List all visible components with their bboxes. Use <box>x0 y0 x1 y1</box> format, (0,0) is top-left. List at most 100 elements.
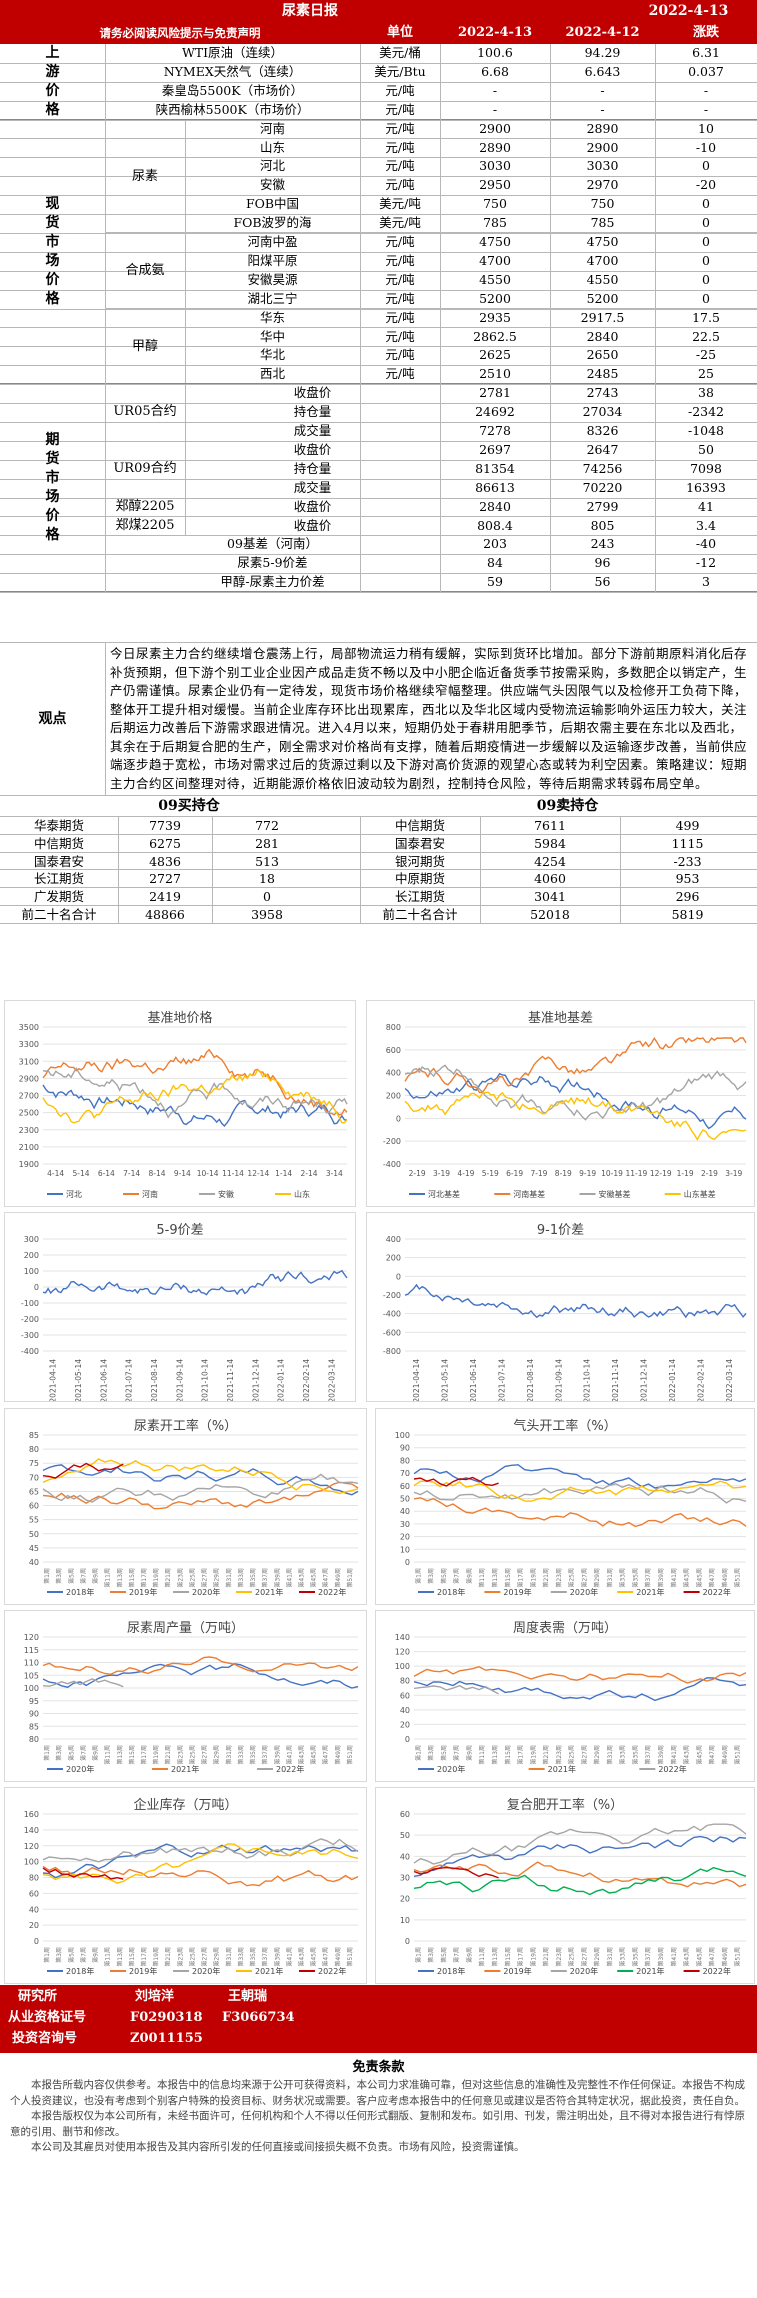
x-tick-label: 第3周 <box>427 1745 435 1761</box>
legend-label: 安徽 <box>218 1189 234 1199</box>
x-tick-label: 第45周 <box>695 1745 703 1765</box>
item-change: 17.5 <box>692 309 720 325</box>
x-tick-label: 第19周 <box>529 1568 537 1588</box>
x-tick-label: 第23周 <box>555 1745 563 1765</box>
legend-label: 2019年 <box>503 1587 531 1597</box>
item-name: 秦皇岛5500K（市场价） <box>161 82 304 98</box>
item-unit: 美元/Btu <box>374 63 426 79</box>
item-name: 华中 <box>259 328 285 344</box>
item-unit: 美元/吨 <box>379 196 421 212</box>
item-change: 22.5 <box>692 328 720 344</box>
x-tick-label: 第25周 <box>568 1947 576 1967</box>
item-value-d1: 4750 <box>479 234 511 249</box>
y-tick-label: 50 <box>29 1530 39 1539</box>
x-tick-label: 第17周 <box>140 1745 148 1765</box>
x-tick-label: 第27周 <box>580 1568 588 1588</box>
table-row: FOB波罗的海 美元/吨 785 785 0 <box>0 214 757 234</box>
x-tick-label: 第15周 <box>504 1568 512 1588</box>
chart-svg: -400 -300 -200 -100 0 100 200 300 2021-04-14 2021… <box>21 1235 348 1401</box>
item-change: 16393 <box>686 479 726 495</box>
item-name: 收盘价 <box>293 385 332 401</box>
x-tick-label: 2021-10-14 <box>201 1359 210 1401</box>
x-tick-label: 2022-02-14 <box>696 1359 705 1401</box>
chart-panel: 气头开工率（%） 0 10 20 30 40 50 60 70 80 90 100 第1周 第3周 第5周第… <box>375 1408 755 1605</box>
table-row: 秦皇岛5500K（市场价） 元/吨 - - - <box>0 82 757 102</box>
y-tick-label: 3300 <box>19 1040 39 1049</box>
x-tick-label: 第45周 <box>695 1947 703 1967</box>
col-date2: 2022-4-12 <box>565 25 640 40</box>
item-value-d2: 27034 <box>582 404 623 420</box>
item-name: 收盘价 <box>293 498 332 514</box>
y-tick-label: 2500 <box>19 1109 39 1118</box>
x-tick-label: 第23周 <box>555 1568 563 1588</box>
series-line <box>413 1835 747 1877</box>
col-date1: 2022-4-13 <box>457 25 533 40</box>
y-tick-label: 60 <box>400 1810 410 1819</box>
table-row: 安徽 元/吨 2950 2970 -20 <box>0 176 757 197</box>
x-tick-label: 2021-06-14 <box>469 1359 478 1401</box>
y-tick-label: -100 <box>21 1299 39 1308</box>
item-value-d2: 2900 <box>586 139 619 155</box>
item-value-d1: 2697 <box>479 441 511 457</box>
series-line <box>42 1865 359 1887</box>
table-row: NYMEX天然气（连续） 美元/Btu 6.68 6.643 0.037 <box>0 63 757 83</box>
table-row: 成交量 86613 70220 16393 <box>0 479 757 499</box>
item-change: 0.037 <box>688 63 724 79</box>
item-change: 10 <box>698 120 714 136</box>
x-tick-label: 3-19 <box>725 1169 742 1178</box>
y-tick-label: 140 <box>24 1826 39 1835</box>
x-tick-label: 第29周 <box>213 1568 221 1588</box>
item-value-d1: 3030 <box>479 158 511 174</box>
y-tick-label: 100 <box>24 1858 39 1867</box>
y-tick-label: 55 <box>29 1516 39 1525</box>
x-tick-label: 第7周 <box>453 1568 461 1584</box>
x-tick-label: 第31周 <box>225 1947 233 1967</box>
x-tick-label: 第11周 <box>478 1947 486 1967</box>
y-tick-label: 40 <box>400 1706 410 1715</box>
research-label: 研究所 <box>18 1989 58 2004</box>
x-tick-label: 2021-07-14 <box>497 1359 506 1401</box>
item-unit: 元/吨 <box>385 252 415 268</box>
item-value-d2: 2917.5 <box>580 309 625 325</box>
x-tick-label: 8-14 <box>148 1169 165 1178</box>
item-name: WTI原油（连续） <box>181 45 284 60</box>
x-tick-label: 第21周 <box>164 1947 172 1967</box>
y-tick-label: 120 <box>24 1633 39 1642</box>
series-line <box>42 1867 124 1880</box>
item-value-d1: 86613 <box>475 479 515 495</box>
x-tick-label: 第49周 <box>721 1568 729 1588</box>
viewpoint-text: 今日尿素主力合约继续增仓震荡上行，局部物流运力稍有缓解，实际到货环比增加。部分下… <box>110 646 748 791</box>
y-tick-label: 80 <box>400 1677 410 1686</box>
item-name: 安徽昊源 <box>247 271 298 287</box>
y-tick-label: 40 <box>29 1905 39 1914</box>
y-tick-label: 20 <box>400 1720 410 1729</box>
item-value-d2: 2840 <box>586 328 619 344</box>
y-tick-label: 10 <box>400 1916 410 1925</box>
item-value-d2: 2890 <box>586 120 619 136</box>
y-tick-label: 40 <box>400 1507 410 1516</box>
x-tick-label: 第43周 <box>297 1568 305 1588</box>
legend-label: 河南基差 <box>513 1189 545 1199</box>
y-tick-label: 105 <box>24 1671 39 1680</box>
chart-title: 基准地价格 <box>147 1011 213 1026</box>
y-tick-label: 200 <box>24 1251 39 1260</box>
item-change: 3 <box>702 574 710 590</box>
x-tick-label: 2022-03-14 <box>327 1359 336 1401</box>
x-tick-label: 2022-02-14 <box>302 1359 311 1401</box>
series-line <box>42 1843 359 1884</box>
sell-broker-change: 5819 <box>671 907 704 922</box>
item-name: 持仓量 <box>293 460 332 476</box>
x-tick-label: 10-14 <box>197 1169 219 1178</box>
table-row: 收盘价 808.4 805 3.4 <box>0 517 757 537</box>
sell-broker-name: 前二十名合计 <box>382 907 458 922</box>
chart-svg: -400 -200 0 200 400 600 800 2-19 3-19 4-19 5-19 6-1… <box>383 1023 747 1199</box>
item-name: 华东 <box>259 309 285 325</box>
item-value-d2: 785 <box>590 215 615 231</box>
item-value-d2: 243 <box>590 536 615 552</box>
x-tick-label: 第29周 <box>593 1947 601 1967</box>
item-change: 41 <box>698 498 714 514</box>
table-row: 西北 元/吨 2510 2485 25 <box>0 365 757 386</box>
table-row: 持仓量 24692 27034 -2342 <box>0 403 757 423</box>
x-tick-label: 第21周 <box>164 1745 172 1765</box>
item-value-d1: 59 <box>487 574 503 590</box>
